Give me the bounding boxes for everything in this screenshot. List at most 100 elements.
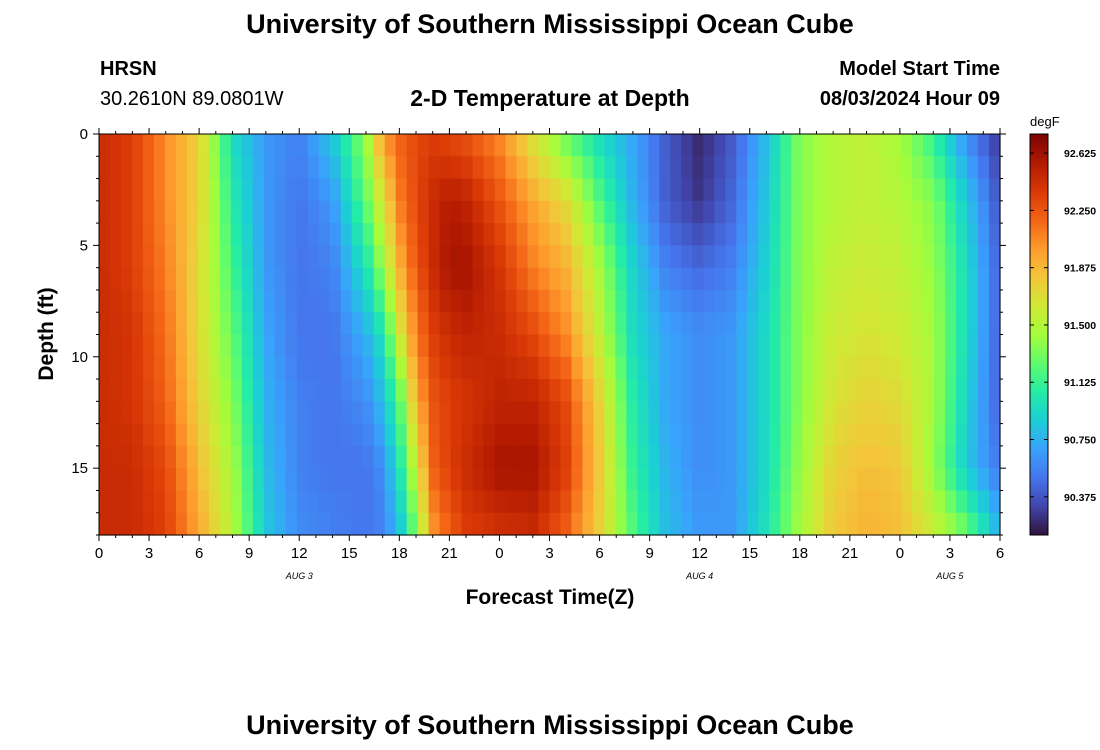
heat-cell — [318, 178, 331, 202]
heat-cell — [164, 423, 177, 447]
heat-cell — [582, 512, 595, 536]
heat-cell — [703, 134, 715, 157]
heat-cell — [516, 334, 529, 358]
heat-cell — [846, 312, 858, 336]
x-tick-label: 12 — [691, 545, 708, 562]
heat-cell — [670, 334, 682, 358]
heat-cell — [395, 379, 408, 402]
heat-cell — [450, 267, 463, 291]
heat-cell — [813, 134, 825, 157]
heat-cell — [989, 245, 1001, 269]
heat-cell — [428, 245, 441, 269]
heat-cell — [604, 289, 617, 313]
heat-cell — [483, 245, 496, 269]
heat-cell — [681, 134, 693, 157]
heat-cell — [274, 267, 287, 291]
heat-cell — [307, 379, 320, 402]
heat-cell — [329, 245, 342, 269]
heat-cell — [604, 156, 617, 180]
heat-cell — [956, 423, 968, 447]
heat-cell — [516, 267, 529, 291]
heat-cell — [890, 468, 902, 492]
heat-cell — [582, 490, 595, 514]
heat-cell — [384, 200, 397, 224]
heat-cell — [604, 379, 617, 402]
heat-cell — [604, 445, 617, 469]
heat-cell — [285, 490, 298, 514]
heat-cell — [725, 401, 737, 425]
heat-cell — [318, 512, 331, 536]
heat-cell — [428, 312, 441, 336]
heat-cell — [857, 156, 869, 180]
heat-cell — [692, 334, 704, 358]
heat-cell — [560, 267, 573, 291]
heat-cell — [571, 423, 584, 447]
heat-cell — [879, 223, 891, 246]
heat-cell — [978, 289, 990, 313]
heat-cell — [219, 200, 232, 224]
heat-cell — [538, 223, 551, 246]
heat-cell — [670, 134, 682, 157]
heat-cell — [549, 289, 562, 313]
heat-cell — [725, 468, 737, 492]
heat-cell — [208, 312, 221, 336]
heat-cell — [692, 200, 704, 224]
heat-cell — [835, 356, 847, 380]
heat-cell — [626, 334, 638, 358]
heat-cell — [99, 468, 111, 492]
heat-cell — [956, 445, 968, 469]
heat-cell — [439, 312, 452, 336]
heat-cell — [285, 200, 298, 224]
heat-cell — [956, 312, 968, 336]
heat-cell — [351, 401, 364, 425]
heat-cell — [835, 267, 847, 291]
heat-cell — [813, 468, 825, 492]
heat-cell — [142, 200, 155, 224]
heat-cell — [747, 267, 759, 291]
heat-cell — [241, 512, 254, 536]
heat-cell — [626, 245, 638, 269]
heat-cell — [164, 223, 177, 246]
heat-cell — [802, 379, 814, 402]
heat-cell — [329, 468, 342, 492]
heat-cell — [384, 312, 397, 336]
heat-cell — [461, 401, 474, 425]
heat-cell — [285, 334, 298, 358]
heat-cell — [417, 468, 430, 492]
y-tick-label: 10 — [71, 349, 88, 366]
heat-cell — [175, 223, 188, 246]
heat-cell — [439, 423, 452, 447]
heat-cell — [989, 289, 1001, 313]
heat-cell — [417, 334, 430, 358]
heat-cell — [109, 134, 122, 157]
x-tick-label: 3 — [946, 545, 954, 562]
heat-cell — [296, 156, 309, 180]
heat-cell — [769, 134, 781, 157]
heat-cell — [901, 178, 913, 202]
heat-cell — [329, 490, 342, 514]
heat-cell — [406, 423, 419, 447]
heat-cell — [208, 245, 221, 269]
heat-cell — [219, 223, 232, 246]
heat-cell — [692, 401, 704, 425]
heat-cell — [824, 267, 836, 291]
heat-cell — [439, 468, 452, 492]
heat-cell — [362, 245, 375, 269]
heat-cell — [560, 334, 573, 358]
heat-cell — [296, 490, 309, 514]
heat-cell — [725, 512, 737, 536]
heat-cell — [461, 334, 474, 358]
heat-cell — [538, 200, 551, 224]
heat-cell — [857, 134, 869, 157]
heat-cell — [835, 134, 847, 157]
heat-cell — [99, 267, 111, 291]
heat-cell — [373, 401, 386, 425]
heat-cell — [890, 200, 902, 224]
heat-cell — [879, 490, 891, 514]
heat-cell — [978, 379, 990, 402]
heat-cell — [549, 178, 562, 202]
heat-cell — [593, 223, 606, 246]
heat-cell — [417, 379, 430, 402]
heat-cell — [912, 289, 924, 313]
heat-cell — [615, 289, 628, 313]
